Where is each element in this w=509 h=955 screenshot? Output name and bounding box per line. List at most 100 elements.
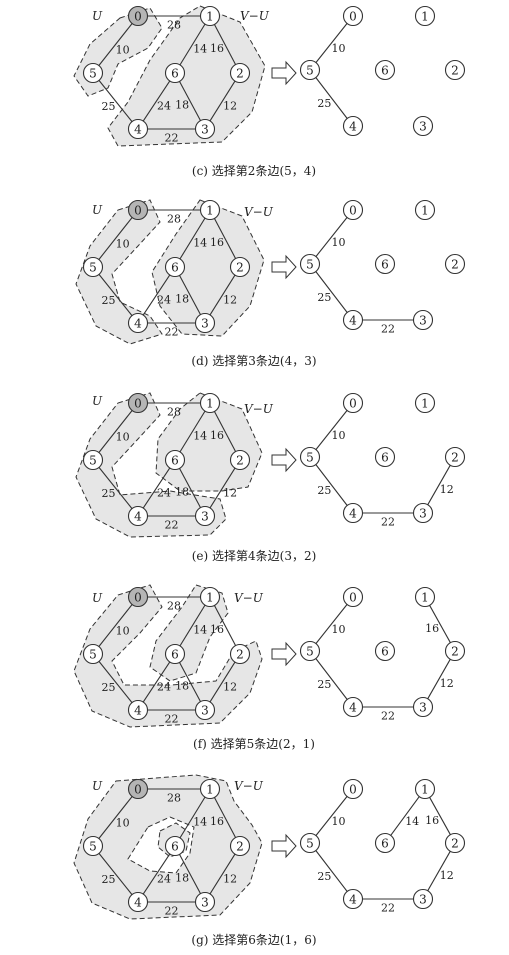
node-circle bbox=[164, 62, 186, 84]
mst-node-4: 4 bbox=[342, 115, 364, 137]
graph-edge-1-6 bbox=[179, 23, 206, 66]
node-circle bbox=[342, 199, 364, 221]
node-circle bbox=[164, 643, 186, 665]
mst-node-0: 0 bbox=[342, 199, 364, 221]
graph-edges: 28 10 14 16 25 24 18 12 22 bbox=[98, 209, 237, 339]
graph-edge-1-2 bbox=[213, 605, 237, 646]
mst-edge-0-5 bbox=[315, 23, 348, 63]
graph-node-3: 3 bbox=[194, 312, 216, 334]
node-label: 6 bbox=[381, 64, 389, 78]
node-label: 3 bbox=[419, 701, 427, 715]
node-label: 6 bbox=[171, 261, 179, 275]
graph-node-1: 1 bbox=[199, 199, 221, 221]
graph-edge-5-4 bbox=[98, 274, 133, 316]
mst-node-6: 6 bbox=[374, 59, 396, 81]
mst-node-1: 1 bbox=[414, 199, 436, 221]
node-label: 2 bbox=[236, 454, 244, 468]
mst-node-6: 6 bbox=[374, 446, 396, 468]
edge-weight-0-5: 10 bbox=[116, 817, 130, 830]
graph-edge-1-6 bbox=[179, 217, 206, 260]
node-circle bbox=[82, 835, 104, 857]
edge-weight-6-3: 18 bbox=[175, 872, 189, 885]
node-label: 4 bbox=[349, 893, 357, 907]
node-label: 0 bbox=[134, 591, 142, 605]
edge-weight-2-3: 12 bbox=[223, 99, 237, 112]
node-label: 2 bbox=[451, 645, 459, 659]
node-circle bbox=[414, 586, 436, 608]
label-u: U bbox=[92, 779, 103, 793]
graph-node-6: 6 bbox=[164, 256, 186, 278]
mst-weight-5-4: 25 bbox=[317, 678, 331, 691]
graph-node-1: 1 bbox=[199, 778, 221, 800]
mst-node-6: 6 bbox=[374, 253, 396, 275]
node-circle bbox=[229, 643, 251, 665]
label-u: U bbox=[92, 203, 103, 217]
mst-node-3: 3 bbox=[412, 696, 434, 718]
mst-weight-5-4: 25 bbox=[317, 870, 331, 883]
node-circle bbox=[82, 256, 104, 278]
mst-edge-0-5 bbox=[315, 796, 348, 836]
node-label: 3 bbox=[201, 896, 209, 910]
mst-node-4: 4 bbox=[342, 888, 364, 910]
graph-edges: 28 10 14 16 25 24 18 12 22 bbox=[98, 596, 237, 726]
graph-node-3: 3 bbox=[194, 505, 216, 527]
node-label: 0 bbox=[349, 10, 357, 24]
graph-edge-6-4 bbox=[142, 467, 171, 509]
node-circle bbox=[127, 5, 149, 27]
node-circle bbox=[199, 586, 221, 608]
mst-edge-2-1 bbox=[429, 605, 451, 643]
edge-weight-6-3: 18 bbox=[175, 486, 189, 499]
graph-node-5: 5 bbox=[82, 62, 104, 84]
mst-node-5: 5 bbox=[299, 253, 321, 275]
mst-weight-2-1: 16 bbox=[425, 622, 439, 635]
node-label: 6 bbox=[171, 840, 179, 854]
edge-weight-6-4: 24 bbox=[157, 487, 171, 500]
node-label: 0 bbox=[349, 591, 357, 605]
graph-edge-5-4 bbox=[98, 80, 133, 122]
node-label: 5 bbox=[306, 258, 314, 272]
graph-edge-6-3 bbox=[179, 662, 201, 702]
graph-node-6: 6 bbox=[164, 643, 186, 665]
node-circle bbox=[127, 118, 149, 140]
node-circle bbox=[444, 640, 466, 662]
node-label: 2 bbox=[451, 837, 459, 851]
node-label: 2 bbox=[236, 648, 244, 662]
graph-node-0: 0 bbox=[127, 199, 149, 221]
mst-node-4: 4 bbox=[342, 309, 364, 331]
node-label: 5 bbox=[89, 261, 97, 275]
node-circle bbox=[444, 832, 466, 854]
mst-edge-3-2 bbox=[427, 850, 451, 892]
node-label: 4 bbox=[349, 120, 357, 134]
step-caption: (c) 选择第2条边(5，4) bbox=[192, 164, 316, 178]
step-caption: (f) 选择第5条边(2，1) bbox=[193, 737, 315, 751]
graph-edge-1-6 bbox=[179, 796, 206, 839]
node-circle bbox=[342, 392, 364, 414]
node-label: 4 bbox=[134, 317, 142, 331]
graph-edges: 28 10 14 16 25 24 18 12 22 bbox=[98, 788, 237, 918]
node-circle bbox=[342, 696, 364, 718]
graph-edge-1-2 bbox=[213, 797, 237, 838]
edge-weight-1-2: 16 bbox=[210, 815, 224, 828]
node-circle bbox=[414, 199, 436, 221]
edge-weight-0-1: 28 bbox=[167, 792, 181, 805]
graph-edge-2-3 bbox=[209, 467, 236, 509]
mst-weight-4-3: 22 bbox=[381, 710, 395, 723]
mst-edge-0-5 bbox=[315, 604, 348, 644]
graph-edge-1-2 bbox=[213, 218, 237, 259]
node-circle bbox=[127, 778, 149, 800]
mst-edge-0-5 bbox=[315, 410, 348, 450]
edge-weight-1-2: 16 bbox=[210, 236, 224, 249]
mst-node-3: 3 bbox=[412, 502, 434, 524]
graph-edge-5-4 bbox=[98, 467, 133, 509]
graph-edge-2-3 bbox=[209, 80, 236, 122]
mst-weight-4-3: 22 bbox=[381, 902, 395, 915]
node-circle bbox=[229, 256, 251, 278]
node-label: 4 bbox=[349, 701, 357, 715]
edge-weight-5-4: 25 bbox=[102, 487, 116, 500]
node-label: 2 bbox=[451, 64, 459, 78]
